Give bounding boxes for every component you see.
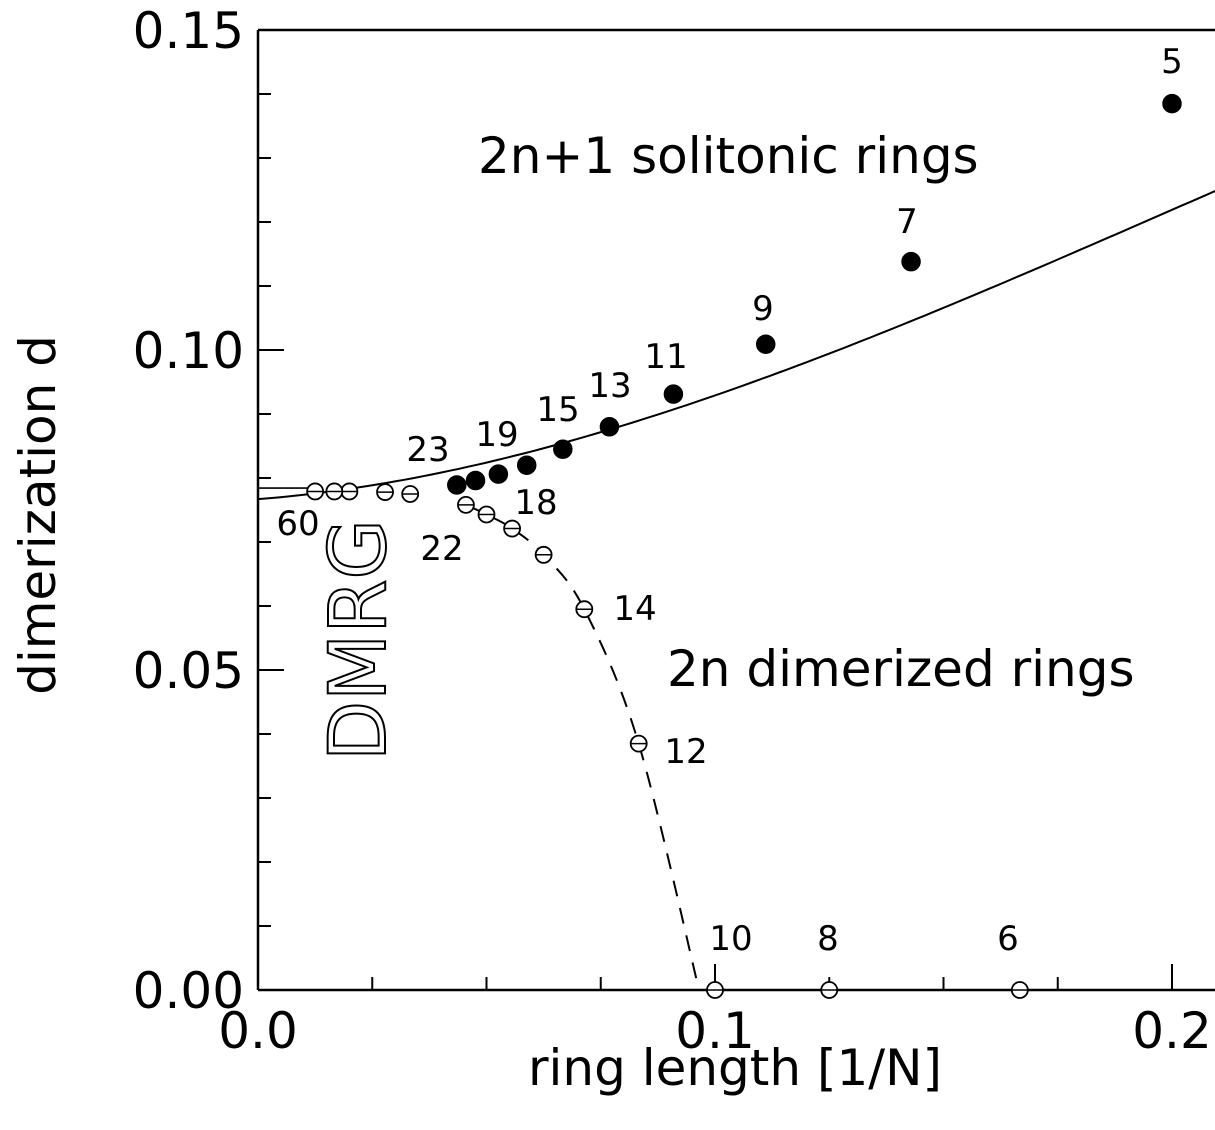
point-label-N5: 5 (1161, 42, 1183, 82)
axis-ticks: 0.00 0.05 0.10 0.15 0.0 0.1 0.2 (133, 2, 1212, 1060)
odd-ring-point (488, 464, 509, 484)
annotation-dimerized: 2n dimerized rings (667, 640, 1135, 698)
fit-curves (257, 189, 1215, 991)
point-label-N60: 60 (276, 504, 319, 544)
annotation-solitonic: 2n+1 solitonic rings (478, 127, 979, 185)
x-tick-label: 0.2 (1132, 1002, 1212, 1060)
point-label-N18: 18 (514, 483, 557, 523)
y-axis-title: dimerization d (9, 335, 67, 695)
odd-ring-point (447, 475, 467, 495)
solitonic-fit-line (257, 189, 1215, 501)
point-label-N23: 23 (406, 430, 449, 470)
odd-ring-point (755, 334, 776, 354)
point-label-N9: 9 (752, 289, 774, 329)
point-label-N14: 14 (613, 589, 656, 629)
x-tick-label: 0.0 (218, 1002, 298, 1060)
point-label-N13: 13 (588, 366, 631, 406)
odd-ring-point (599, 417, 620, 437)
y-tick-label: 0.10 (133, 322, 244, 380)
plot-frame (256, 28, 1215, 992)
y-tick-label: 0.00 (133, 962, 244, 1020)
point-label-N19: 19 (475, 415, 518, 455)
y-tick-label: 0.05 (133, 642, 244, 700)
point-label-N12: 12 (664, 732, 707, 772)
odd-ring-point (553, 439, 573, 459)
point-label-N11: 11 (644, 337, 687, 377)
point-label-N8: 8 (817, 919, 839, 959)
dmrg-label: DMRG (314, 519, 404, 761)
data-markers (306, 93, 1182, 999)
point-label-N10: 10 (709, 919, 752, 959)
odd-ring-point (516, 455, 537, 475)
odd-ring-point (1162, 93, 1182, 114)
point-label-N6: 6 (997, 919, 1019, 959)
point-label-N7: 7 (896, 202, 918, 242)
odd-ring-point (901, 251, 921, 272)
x-tick-label: 0.1 (675, 1002, 755, 1060)
odd-ring-point (663, 384, 684, 404)
point-label-N22: 22 (420, 529, 463, 569)
point-label-N15: 15 (536, 390, 579, 430)
odd-ring-point (465, 470, 486, 491)
y-tick-label: 0.15 (133, 2, 244, 60)
x-axis-title: ring length [1/N] (528, 1039, 942, 1097)
